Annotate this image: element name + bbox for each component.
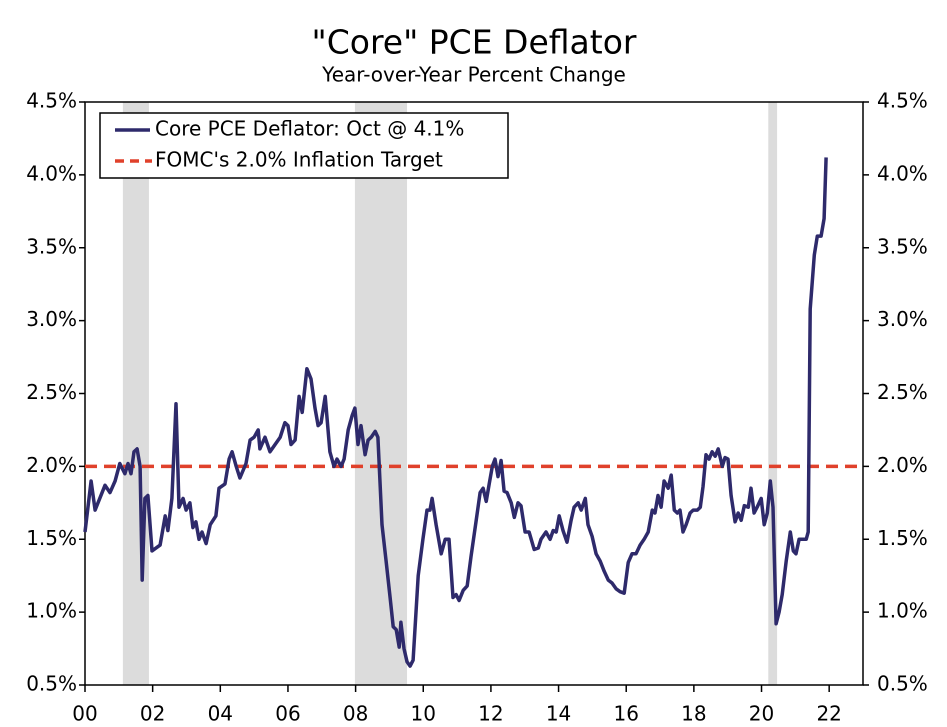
x-tick-label: 16: [613, 702, 638, 726]
x-tick-label: 20: [749, 702, 774, 726]
y2-tick-label: 0.5%: [877, 672, 928, 696]
plot-frame: [84, 101, 864, 686]
recession-band: [354, 102, 408, 685]
series-line: [83, 157, 828, 668]
y2-tick-label: 1.0%: [877, 599, 928, 623]
y2-tick-label: 4.5%: [877, 89, 928, 113]
x-tick-label: 22: [816, 702, 841, 726]
x-tick-label: 18: [681, 702, 706, 726]
x-tick-label: 10: [411, 702, 436, 726]
y-tick-label: 4.0%: [26, 161, 77, 185]
y2-tick-label: 2.5%: [877, 380, 928, 404]
legend-label: FOMC's 2.0% Inflation Target: [155, 148, 443, 172]
y2-tick-label: 1.5%: [877, 526, 928, 550]
y-tick-label: 4.5%: [26, 89, 77, 113]
y2-tick-label: 4.0%: [877, 161, 928, 185]
chart-title: "Core" PCE Deflator: [312, 23, 637, 62]
y-tick-label: 2.0%: [26, 453, 77, 477]
x-tick-label: 06: [275, 702, 300, 726]
y2-tick-label: 2.0%: [877, 453, 928, 477]
recession-band: [122, 102, 149, 685]
y2-tick-label: 3.0%: [877, 307, 928, 331]
recession-band: [768, 102, 778, 685]
x-tick-label: 12: [478, 702, 503, 726]
x-tick-label: 04: [208, 702, 233, 726]
x-tick-label: 14: [546, 702, 571, 726]
legend-label: Core PCE Deflator: Oct @ 4.1%: [155, 117, 464, 141]
x-tick-label: 02: [140, 702, 165, 726]
y2-tick-label: 3.5%: [877, 234, 928, 258]
y-tick-label: 1.0%: [26, 599, 77, 623]
y-tick-label: 2.5%: [26, 380, 77, 404]
y-tick-label: 3.5%: [26, 234, 77, 258]
x-tick-label: 08: [343, 702, 368, 726]
y-tick-label: 1.5%: [26, 526, 77, 550]
legend-box: [99, 112, 509, 179]
y-tick-label: 3.0%: [26, 307, 77, 331]
x-tick-label: 00: [72, 702, 97, 726]
y-tick-label: 0.5%: [26, 672, 77, 696]
chart-subtitle: Year-over-Year Percent Change: [321, 63, 626, 87]
